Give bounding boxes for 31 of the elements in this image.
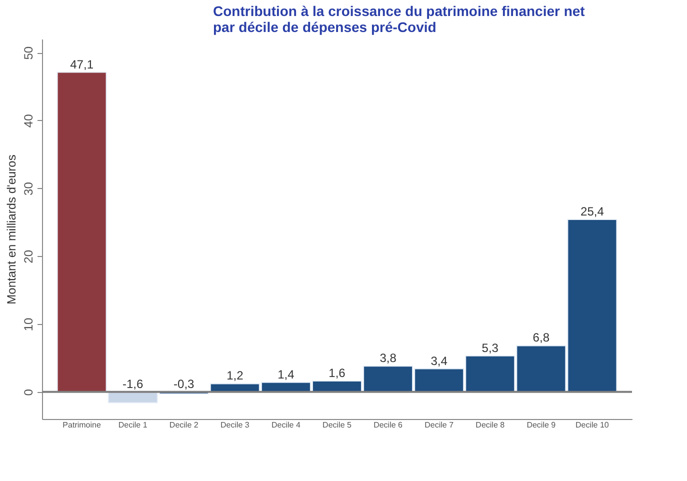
data-label: 25,4 (580, 204, 604, 218)
y-tick-label: 20 (22, 250, 36, 264)
x-tick-label: Decile 5 (322, 420, 352, 430)
data-label: 1,6 (328, 366, 346, 380)
x-tick-label: Decile 8 (476, 420, 506, 430)
text: par décile de dépenses pré-Covid (213, 19, 436, 35)
data-label: 1,2 (226, 368, 244, 383)
x-tick-label: Decile 4 (272, 420, 301, 430)
data-label: -0,3 (174, 376, 195, 391)
data-label: -1,6 (122, 376, 144, 391)
y-tick-label: 0 (22, 388, 36, 396)
x-tick-label: Decile 6 (374, 420, 404, 430)
text: Contribution à la croissance du patrimoine financier net (213, 3, 585, 19)
y-tick-label: 50 (22, 46, 36, 60)
y-tick-label: 40 (22, 114, 36, 128)
data-label: 6,8 (532, 330, 550, 345)
x-tick-label: Decile 10 (576, 420, 610, 430)
x-tick-label: Decile 3 (220, 420, 250, 430)
data-label: 1,4 (278, 367, 295, 382)
y-axis-title: Montant en milliards d'euros (4, 154, 18, 304)
y-tick-label: 30 (22, 182, 36, 196)
x-tick-label: Decile 2 (169, 420, 199, 430)
x-tick-label: Patrimoine (62, 420, 102, 430)
data-label: 47,1 (70, 57, 94, 72)
data-label: 3,4 (430, 354, 448, 368)
x-tick-label: Decile 9 (526, 420, 556, 430)
data-label: 5,3 (482, 340, 499, 355)
data-label: 3,8 (380, 351, 397, 366)
y-tick-label: 10 (22, 318, 36, 332)
x-tick-label: Decile 7 (424, 420, 454, 430)
x-tick-label: Decile 1 (118, 420, 148, 430)
